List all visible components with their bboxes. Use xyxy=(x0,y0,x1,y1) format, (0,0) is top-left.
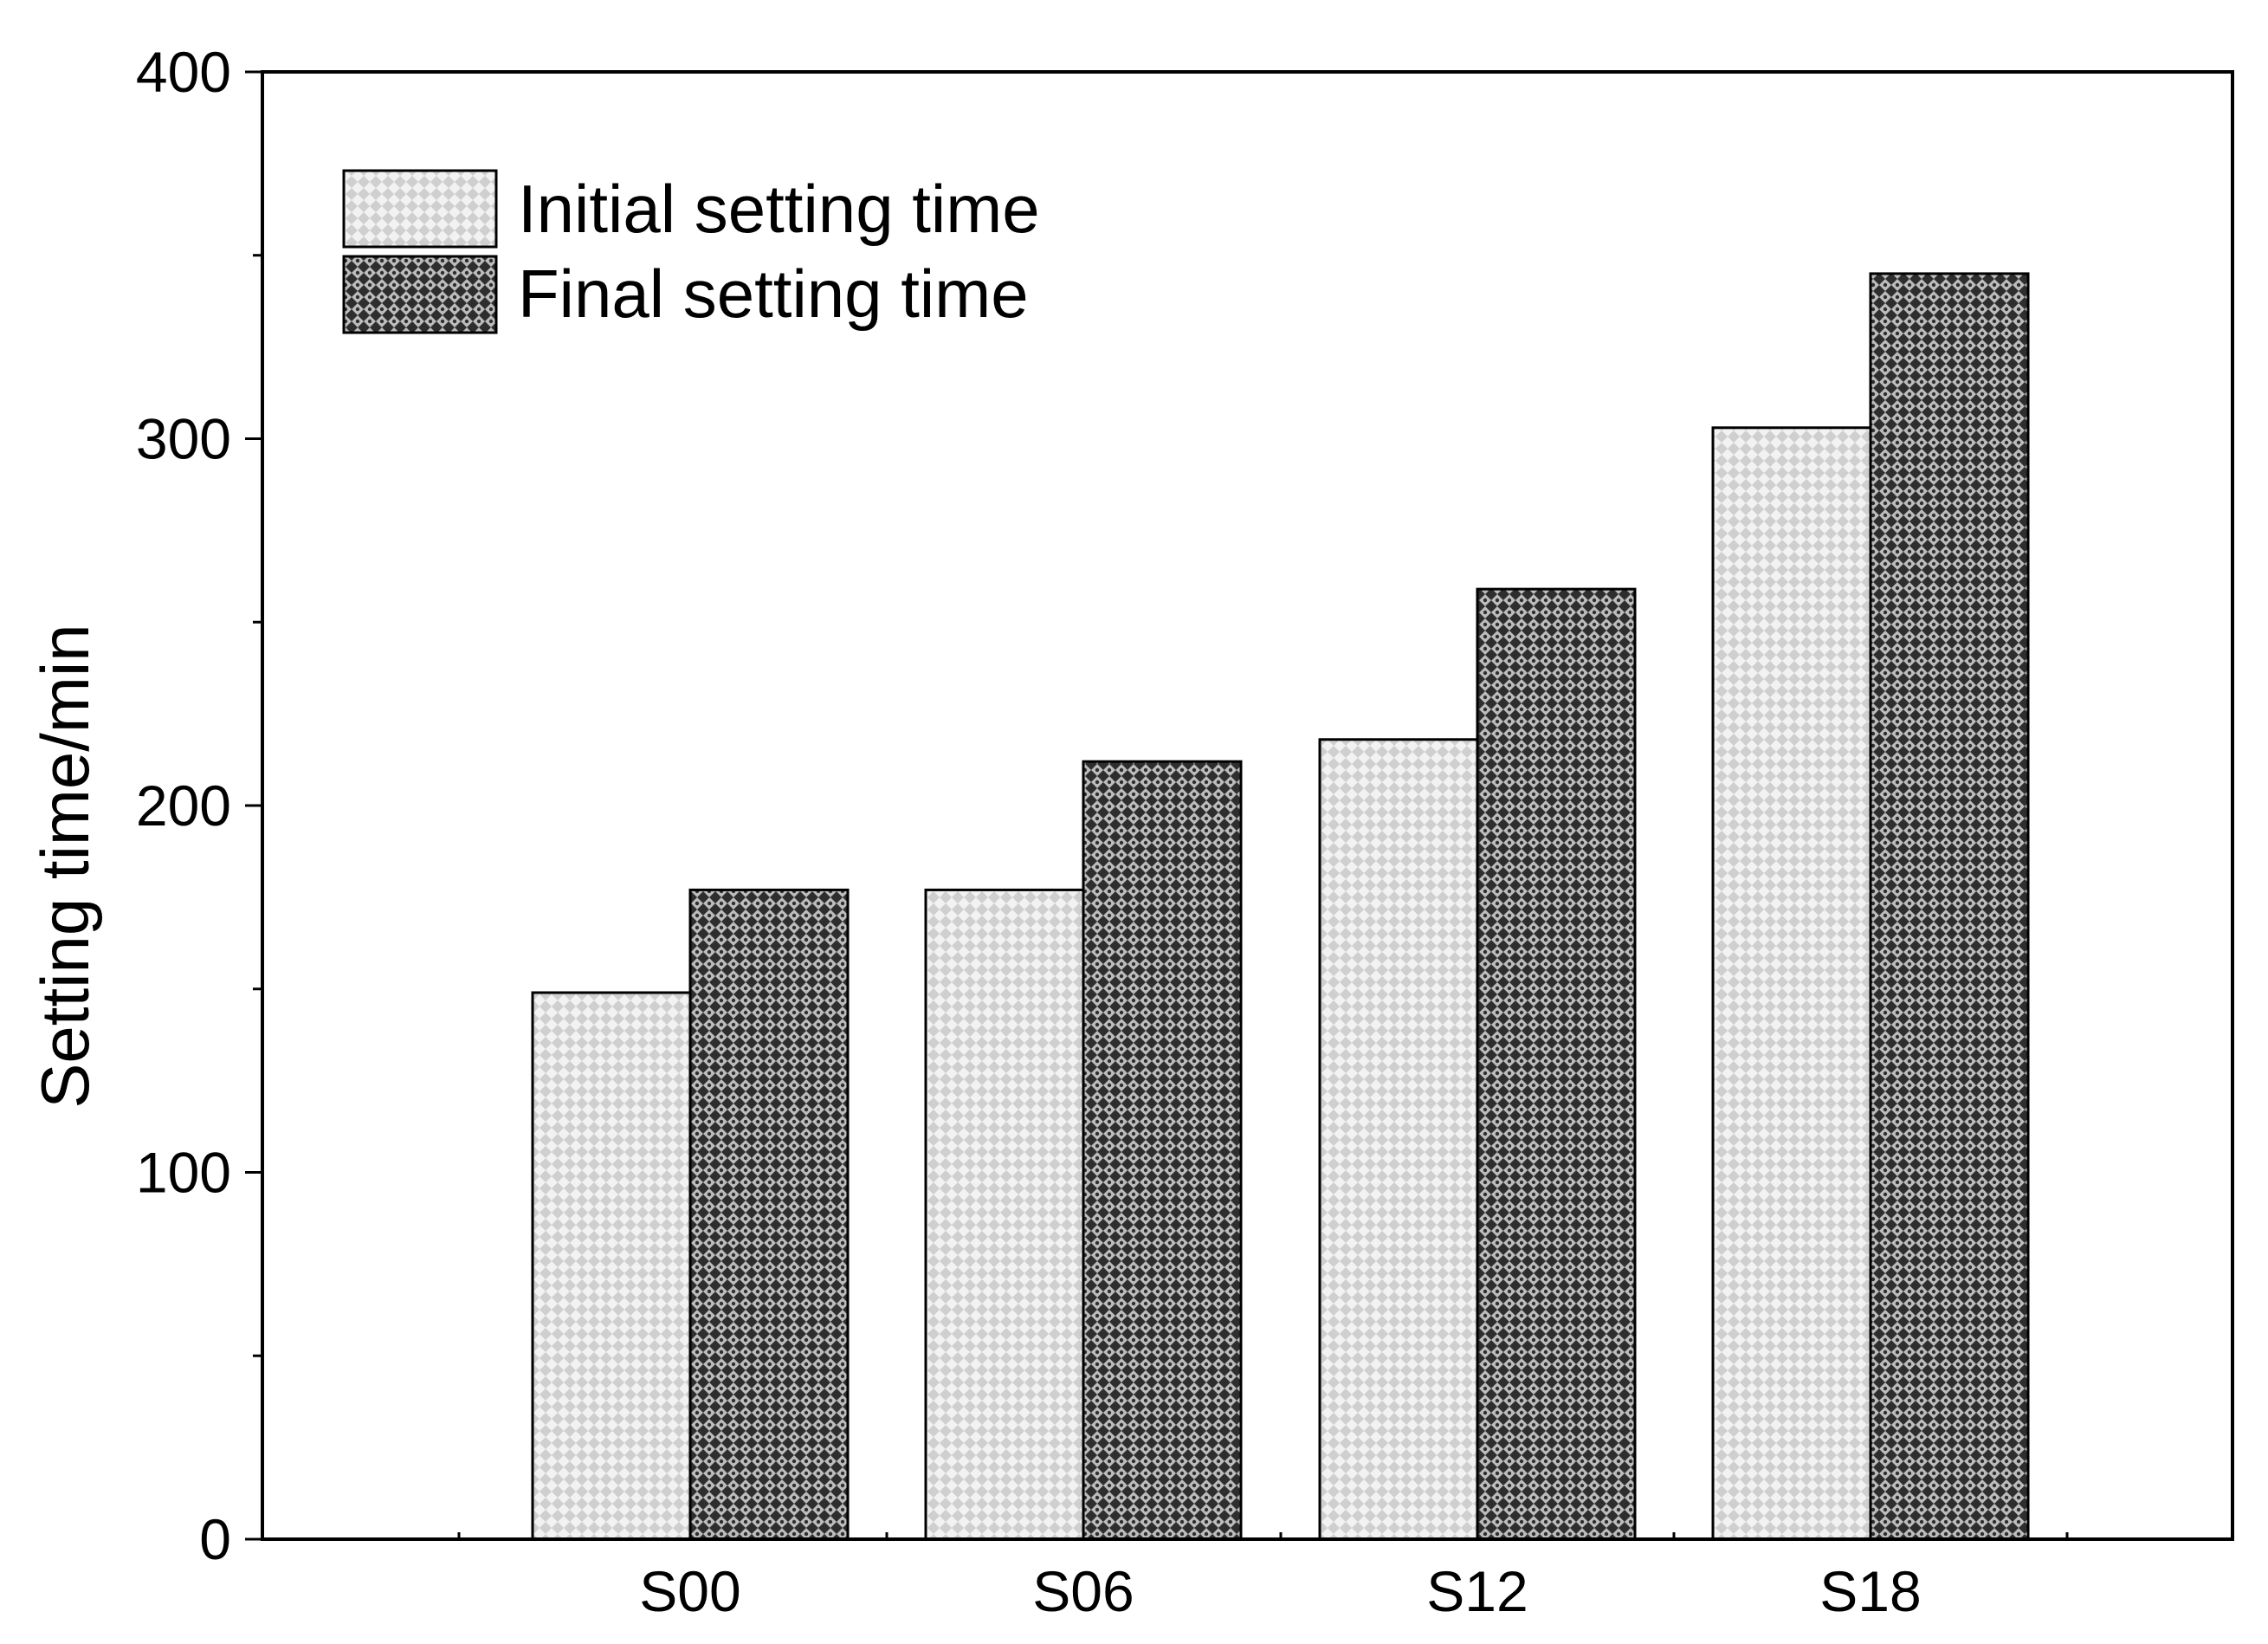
y-tick-label-300: 300 xyxy=(136,407,231,471)
x-tick-label-s12: S12 xyxy=(1426,1559,1528,1623)
bar-initial-s18 xyxy=(1713,428,1871,1539)
bars-layer xyxy=(533,274,2028,1539)
bar-final-s18 xyxy=(1871,274,2028,1539)
bar-final-s00 xyxy=(690,890,848,1539)
x-tick-label-s06: S06 xyxy=(1032,1559,1134,1623)
y-tick-label-0: 0 xyxy=(199,1507,231,1571)
legend-swatch-initial xyxy=(344,171,496,247)
x-tick-label-s18: S18 xyxy=(1819,1559,1921,1623)
bar-final-s06 xyxy=(1083,761,1241,1539)
bar-initial-s06 xyxy=(926,890,1083,1539)
y-tick-label-100: 100 xyxy=(136,1141,231,1205)
bar-final-s12 xyxy=(1477,589,1635,1539)
y-tick-label-400: 400 xyxy=(136,40,231,104)
bar-initial-s00 xyxy=(533,993,690,1539)
y-tick-label-200: 200 xyxy=(136,773,231,838)
y-axis-title: Setting time/min xyxy=(27,624,103,1108)
legend-label-final: Final setting time xyxy=(518,256,1029,332)
legend-label-initial: Initial setting time xyxy=(518,171,1040,247)
legend: Initial setting time Final setting time xyxy=(344,171,1040,333)
legend-swatch-final xyxy=(344,256,496,333)
x-tick-label-s00: S00 xyxy=(639,1559,740,1623)
bar-initial-s12 xyxy=(1320,740,1477,1539)
